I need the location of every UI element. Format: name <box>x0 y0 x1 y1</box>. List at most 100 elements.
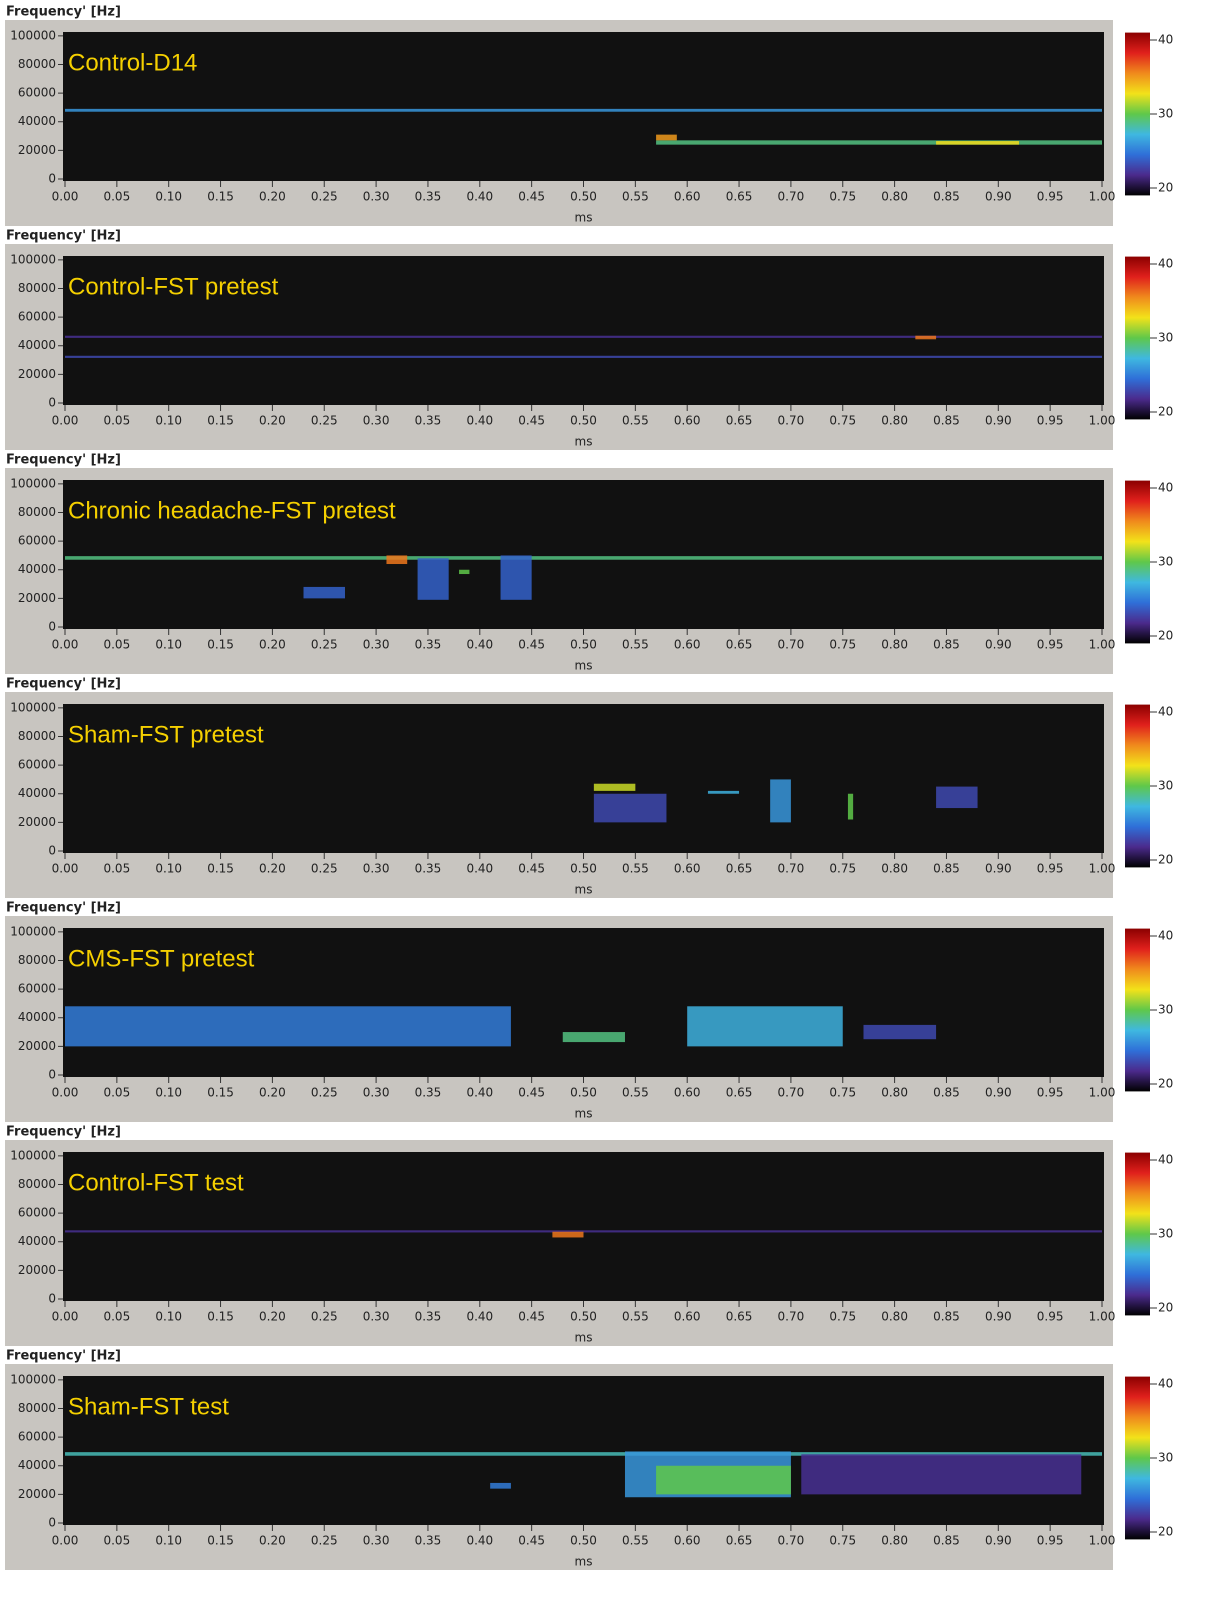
panel-title: Sham-FST test <box>68 1393 229 1420</box>
x-tick-label: 0.55 <box>622 414 649 428</box>
colorbar-tick-label: 40 <box>1158 481 1173 495</box>
x-tick-label: 0.60 <box>674 862 701 876</box>
x-tick-label: 0.65 <box>726 638 753 652</box>
x-tick-label: 0.15 <box>207 862 234 876</box>
x-tick-label: 0.10 <box>155 414 182 428</box>
y-tick-label: 0 <box>48 1068 56 1082</box>
colorbar-tick-label: 30 <box>1158 107 1173 121</box>
x-tick-label: 0.20 <box>259 638 286 652</box>
y-axis-label: Frequency' [Hz] <box>6 229 121 244</box>
x-tick-label: 0.50 <box>570 1534 597 1548</box>
y-tick-label: 40000 <box>18 1234 56 1248</box>
y-tick-label: 20000 <box>18 1263 56 1277</box>
y-tick-label: 40000 <box>18 1010 56 1024</box>
x-tick-label: 0.45 <box>518 638 545 652</box>
x-tick-label: 0.80 <box>881 1086 908 1100</box>
colorbar <box>1125 929 1150 1092</box>
spectral-feature <box>65 356 1102 358</box>
x-tick-label: 0.60 <box>674 1086 701 1100</box>
spectral-feature <box>656 140 1102 144</box>
y-tick-label: 80000 <box>18 1177 56 1191</box>
x-tick-label: 0.10 <box>155 1086 182 1100</box>
x-tick-label: 0.35 <box>415 1310 442 1324</box>
x-tick-label: 0.25 <box>311 414 338 428</box>
x-tick-label: 0.90 <box>985 638 1012 652</box>
x-tick-label: 0.70 <box>778 414 805 428</box>
x-tick-label: 0.80 <box>881 1310 908 1324</box>
x-tick-label: 0.55 <box>622 190 649 204</box>
x-tick-label: 0.65 <box>726 1086 753 1100</box>
spectral-feature <box>65 109 1102 112</box>
x-tick-label: 0.25 <box>311 638 338 652</box>
x-tick-label: 0.25 <box>311 1534 338 1548</box>
x-tick-label: 1.00 <box>1089 862 1116 876</box>
x-tick-label: 0.20 <box>259 1534 286 1548</box>
x-tick-label: 0.45 <box>518 1310 545 1324</box>
spectral-feature <box>594 794 667 823</box>
x-axis-label: ms <box>575 659 593 673</box>
x-tick-label: 0.20 <box>259 1086 286 1100</box>
x-tick-label: 0.95 <box>1037 414 1064 428</box>
colorbar-tick-label: 30 <box>1158 779 1173 793</box>
x-tick-label: 0.65 <box>726 1310 753 1324</box>
x-tick-label: 0.85 <box>933 190 960 204</box>
x-tick-label: 0.65 <box>726 1534 753 1548</box>
spectral-feature <box>770 779 791 822</box>
x-tick-label: 0.10 <box>155 190 182 204</box>
y-tick-label: 80000 <box>18 1401 56 1415</box>
x-tick-label: 0.90 <box>985 862 1012 876</box>
x-tick-label: 0.30 <box>363 414 390 428</box>
x-tick-label: 0.75 <box>829 1310 856 1324</box>
x-tick-label: 0.75 <box>829 1534 856 1548</box>
panel-title: Control-FST pretest <box>68 273 279 300</box>
x-axis-label: ms <box>575 435 593 449</box>
y-tick-label: 80000 <box>18 57 56 71</box>
colorbar-tick-label: 20 <box>1158 1525 1173 1539</box>
x-tick-label: 0.10 <box>155 1310 182 1324</box>
x-tick-label: 0.35 <box>415 862 442 876</box>
x-tick-label: 0.85 <box>933 414 960 428</box>
colorbar-tick-label: 20 <box>1158 181 1173 195</box>
y-tick-label: 100000 <box>10 1372 56 1386</box>
x-tick-label: 0.70 <box>778 638 805 652</box>
panel-title: Chronic headache-FST pretest <box>68 497 396 524</box>
x-tick-label: 0.40 <box>466 1310 493 1324</box>
y-tick-label: 100000 <box>10 700 56 714</box>
x-tick-label: 0.95 <box>1037 862 1064 876</box>
colorbar-tick-label: 30 <box>1158 1451 1173 1465</box>
y-tick-label: 60000 <box>18 758 56 772</box>
x-tick-label: 0.85 <box>933 1086 960 1100</box>
spectral-feature <box>936 141 1019 145</box>
spectral-feature <box>304 587 345 598</box>
colorbar-tick-label: 40 <box>1158 929 1173 943</box>
x-tick-label: 0.15 <box>207 1086 234 1100</box>
y-tick-label: 100000 <box>10 1148 56 1162</box>
colorbar-tick-label: 40 <box>1158 257 1173 271</box>
colorbar-tick-label: 20 <box>1158 1301 1173 1315</box>
y-tick-label: 40000 <box>18 114 56 128</box>
x-tick-label: 0.45 <box>518 414 545 428</box>
x-tick-label: 0.95 <box>1037 1310 1064 1324</box>
colorbar-tick-label: 20 <box>1158 1077 1173 1091</box>
x-tick-label: 1.00 <box>1089 1086 1116 1100</box>
x-tick-label: 0.50 <box>570 862 597 876</box>
x-tick-label: 0.20 <box>259 190 286 204</box>
y-tick-label: 60000 <box>18 1206 56 1220</box>
y-tick-label: 80000 <box>18 729 56 743</box>
x-axis-label: ms <box>575 211 593 225</box>
spectral-feature <box>459 570 469 574</box>
x-tick-label: 0.00 <box>52 638 79 652</box>
y-tick-label: 20000 <box>18 1039 56 1053</box>
x-tick-label: 0.25 <box>311 190 338 204</box>
spectral-feature <box>687 1006 843 1046</box>
x-tick-label: 0.00 <box>52 862 79 876</box>
y-tick-label: 80000 <box>18 505 56 519</box>
x-tick-label: 0.70 <box>778 1310 805 1324</box>
x-tick-label: 0.25 <box>311 1310 338 1324</box>
y-tick-label: 20000 <box>18 591 56 605</box>
x-tick-label: 0.00 <box>52 414 79 428</box>
x-tick-label: 0.00 <box>52 1086 79 1100</box>
x-tick-label: 0.90 <box>985 1534 1012 1548</box>
x-tick-label: 0.00 <box>52 1310 79 1324</box>
x-tick-label: 0.05 <box>103 862 130 876</box>
